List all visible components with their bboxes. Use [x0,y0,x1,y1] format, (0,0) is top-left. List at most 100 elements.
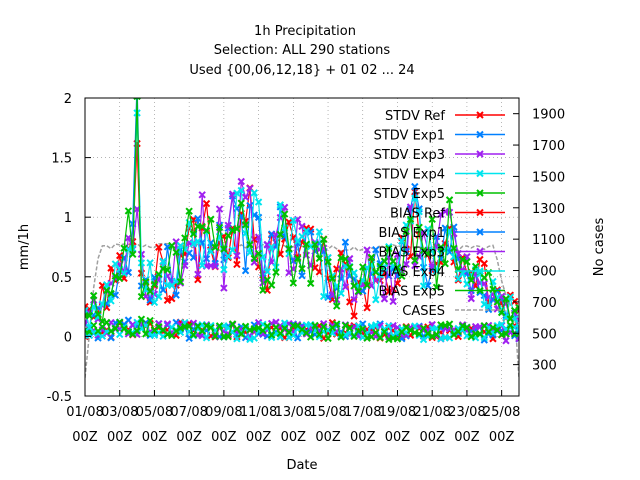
y-tick-label: 1.5 [51,152,72,167]
y-axis-ticks: -0.5 0 0.5 1 1.5 2 [47,92,91,405]
y2-tick-label: 500 [532,327,557,342]
stdv-exp5-point [328,274,337,283]
stdv-ref-point [350,312,358,320]
stdv-exp5-point [506,315,515,323]
stdv-exp3-point [380,295,389,303]
chart-title: 1h Precipitation Selection: ALL 290 stat… [189,24,414,78]
title-line-1: 1h Precipitation [254,24,356,39]
series-stdv-exp1 [85,98,519,335]
stdv-exp3-point [194,270,202,279]
stdv-ref-point [233,260,241,269]
stdv-exp5-point [324,258,332,266]
bias-exp4-point [250,334,258,342]
legend-label: BIAS Exp3 [379,246,445,261]
y2-tick-label: 700 [532,296,557,311]
stdv-exp5-point [359,263,367,271]
stdv-ref-point [480,259,488,268]
x-tick-label-day: 25/08 [483,405,520,420]
stdv-exp5-point [111,272,120,280]
bias-exp5-point [319,322,328,331]
stdv-exp3-point [467,294,475,303]
stdv-exp3-point [445,208,454,217]
bias-exp5-point [202,322,211,330]
stdv-exp5-point [311,240,319,249]
x-tick-label-hour: 00Z [72,430,98,445]
stdv-exp5-point [450,244,458,253]
stdv-exp5-point [207,215,215,223]
bias-exp5-point [207,323,215,332]
stdv-exp1-line [85,98,519,332]
bias-exp5-point [237,330,245,338]
stdv-exp5-point [411,256,419,265]
stdv-exp4-point [337,289,345,298]
stdv-exp5-point [458,256,467,264]
stdv-exp5-point [510,306,519,315]
stdv-exp5-point [94,310,102,318]
stdv-ref-point [385,287,393,296]
stdv-exp5-point [246,240,254,249]
stdv-exp5-point [129,250,137,259]
bias-exp5-point [285,328,293,337]
x-tick-label-day: 01/08 [66,405,103,420]
legend-marker [476,228,484,236]
series-layer [85,98,519,379]
stdv-exp4-line [85,112,519,329]
x-tick-label-hour: 00Z [350,430,376,445]
stdv-exp1-point [215,221,224,229]
stdv-exp5-point [306,279,315,288]
bias-exp5-point [111,324,120,333]
bias-exp5-point [393,335,402,343]
stdv-exp5-point [181,234,189,242]
stdv-exp4-point [189,240,198,248]
stdv-exp5-point [124,207,133,215]
x-tick-label-hour: 00Z [489,430,515,445]
stdv-exp4-point [254,198,263,206]
stdv-exp4-point [237,186,245,195]
stdv-exp4-point [376,271,384,279]
stdv-exp3-point [241,193,250,201]
stdv-exp5-point [319,235,328,244]
legend-label: STDV Exp1 [374,129,445,144]
bias-exp4-point [372,321,380,329]
bias-exp4-point [94,329,102,338]
x-tick-label-hour: 00Z [107,430,133,445]
y2-tick-label: 300 [532,359,557,374]
legend-marker [476,150,484,158]
bias-exp5-point [376,333,384,342]
stdv-exp4-point [289,216,298,225]
stdv-exp3-point [480,280,488,288]
bias-exp5-point [480,321,488,330]
plot-frame [84,97,520,397]
bias-exp4-point [159,332,167,341]
stdv-exp5-point [168,241,176,250]
x-tick-label-day: 07/08 [170,405,207,420]
x-tick-label-day: 23/08 [448,405,485,420]
stdv-exp5-point [367,253,376,262]
stdv-exp1-point [172,291,180,299]
stdv-exp5-point [146,287,154,296]
stdv-exp4-point [315,228,324,236]
stdv-exp1-point [194,214,202,223]
bias-exp5-point [146,316,154,325]
legend-marker [476,169,484,178]
stdv-exp5-point [172,248,180,257]
stdv-exp5-point [302,240,311,248]
x-tick-label-hour: 00Z [315,430,341,445]
bias-exp5-point [346,324,354,332]
stdv-exp4-point [155,292,163,301]
y2-tick-label: 1700 [532,139,565,154]
bias-exp5-point [315,330,324,339]
y-tick-label: 0 [64,330,72,345]
bias-exp5-point [341,321,350,330]
stdv-exp3-point [402,260,410,268]
bias-exp5-point [89,321,98,330]
stdv-exp5-point [385,244,393,253]
bias-exp5-point [359,325,367,333]
stdv-exp4-point [411,194,419,202]
stdv-exp3-point [237,177,245,186]
stdv-exp4-point [198,261,206,270]
stdv-exp5-point [406,215,415,224]
stdv-exp1-point [241,266,250,275]
stdv-exp5-point [280,210,289,218]
stdv-exp5-point [515,303,519,312]
